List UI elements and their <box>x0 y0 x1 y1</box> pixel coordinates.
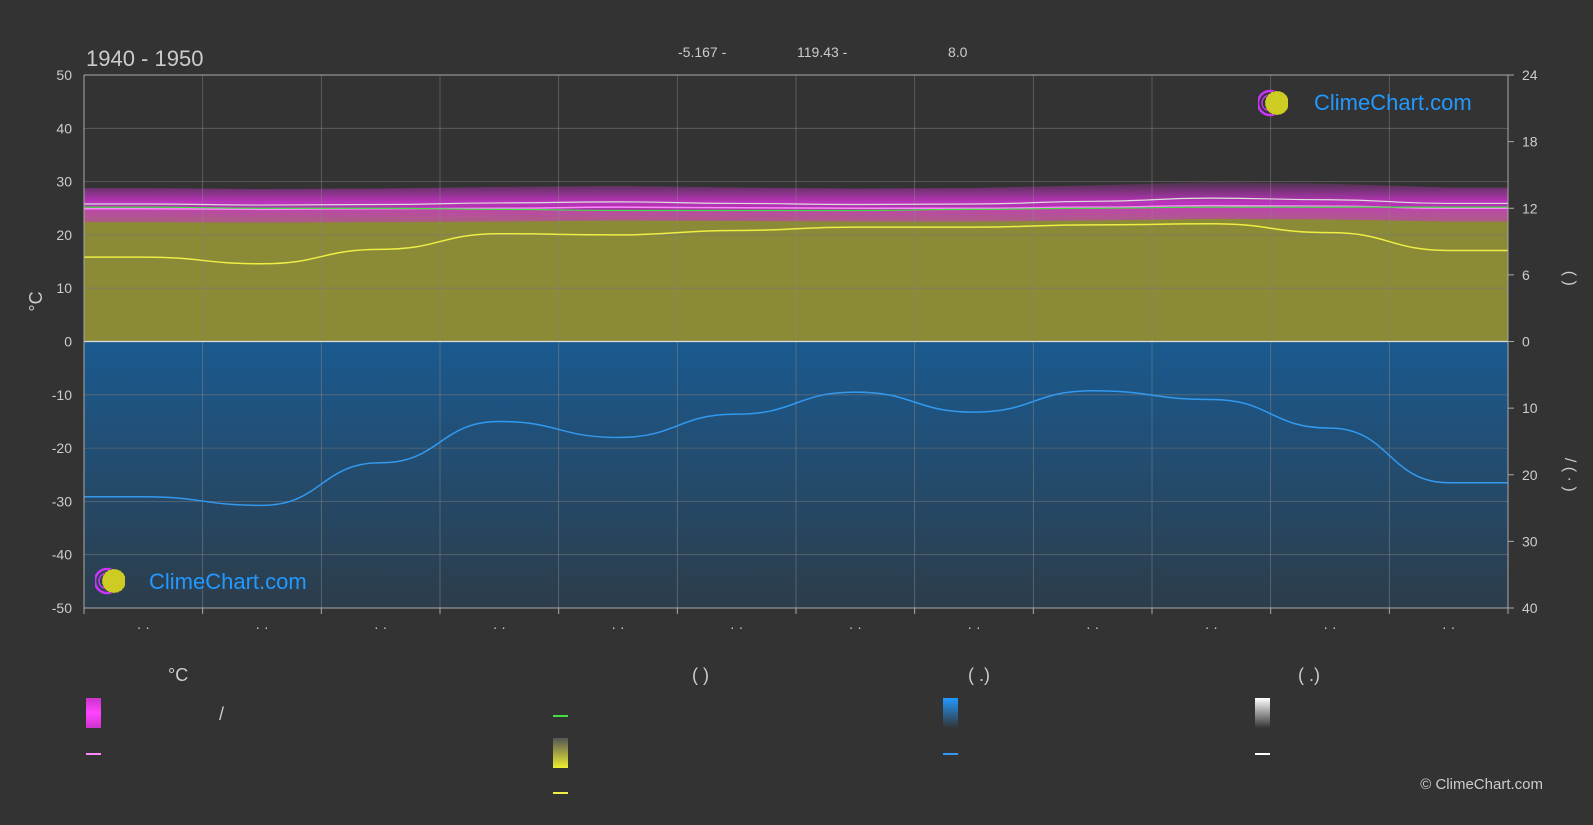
daylight-line <box>83 206 1508 212</box>
legend-snow-swatch <box>1255 698 1270 728</box>
chart-axes: 50 40 30 20 10 0 -10 -20 -30 -40 -50 °C 24 18 12 6 0 10 20… <box>26 67 1578 635</box>
brand-name: ClimeChart.com <box>1314 90 1472 115</box>
legend-sunshine-mean-swatch <box>553 792 568 794</box>
month-tick-label: · · <box>1442 619 1455 635</box>
sunshine-line <box>84 223 1508 265</box>
logo-icon <box>93 566 127 596</box>
legend-snow-mean-swatch <box>1255 753 1270 755</box>
legend-rain-mean-swatch <box>943 753 958 755</box>
right-top-tick-label: 12 <box>1522 200 1538 216</box>
coord-latitude: -5.167 - <box>678 44 727 60</box>
coord-longitude: 119.43 - <box>797 44 848 60</box>
left-tick-label: -40 <box>52 547 72 563</box>
left-tick-label: 50 <box>56 67 72 83</box>
coord-elevation: 8.0 <box>948 44 968 60</box>
month-tick-label: · · <box>730 619 743 635</box>
temperature-max-line <box>84 197 1508 206</box>
month-tick-label: · · <box>137 619 150 635</box>
month-tick-label: · · <box>255 619 268 635</box>
left-tick-label: -30 <box>52 493 72 509</box>
left-axis-label: °C <box>26 291 46 311</box>
left-tick-label: 20 <box>56 227 72 243</box>
legend-sun-header: ( ) <box>692 665 709 685</box>
brand-name: ClimeChart.com <box>149 569 307 594</box>
left-tick-label: 0 <box>64 334 72 350</box>
left-tick-label: -20 <box>52 440 72 456</box>
logo-icon <box>1256 88 1290 118</box>
left-tick-label: 40 <box>56 120 72 136</box>
left-tick-label: 10 <box>56 280 72 296</box>
right-top-tick-label: 6 <box>1522 267 1530 283</box>
right-bottom-tick-label: 10 <box>1522 400 1538 416</box>
left-tick-label: -50 <box>52 600 72 616</box>
legend-sunshine-swatch <box>553 738 568 768</box>
right-top-tick-label: 18 <box>1522 134 1538 150</box>
legend-rain-swatch <box>943 698 958 728</box>
right-top-tick-label: 24 <box>1522 67 1538 83</box>
left-tick-label: 30 <box>56 174 72 190</box>
period-title: 1940 - 1950 <box>86 46 204 71</box>
month-tick-label: · · <box>611 619 624 635</box>
legend-slash: / <box>219 704 225 724</box>
right-bottom-axis-label: / ( · ) <box>1561 458 1578 492</box>
month-tick-label: · · <box>1205 619 1218 635</box>
left-tick-label: -10 <box>52 387 72 403</box>
legend-rain-header: ( .) <box>968 665 990 685</box>
right-top-tick-label: 0 <box>1522 334 1530 350</box>
right-bottom-tick-label: 40 <box>1522 600 1538 616</box>
chart-lines <box>83 197 1508 507</box>
legend-temp-mean-swatch <box>86 753 101 755</box>
legend-temperature-header: °C <box>168 665 189 685</box>
month-tick-label: · · <box>1323 619 1336 635</box>
right-bottom-tick-label: 20 <box>1522 467 1538 483</box>
month-tick-label: · · <box>493 619 506 635</box>
rain-line <box>84 390 1508 507</box>
temperature-mean-line <box>84 204 1508 211</box>
month-tick-label: · · <box>1086 619 1099 635</box>
legend-snow-header: ( .) <box>1298 665 1320 685</box>
right-top-axis-label: ( ) <box>1561 271 1578 286</box>
month-tick-label: · · <box>374 619 387 635</box>
month-tick-label: · · <box>967 619 980 635</box>
legend-daylight-swatch <box>553 715 568 717</box>
right-bottom-tick-label: 30 <box>1522 533 1538 549</box>
month-tick-label: · · <box>849 619 862 635</box>
legend-temp-range-swatch <box>86 698 101 728</box>
copyright: © ClimeChart.com <box>1420 776 1543 793</box>
